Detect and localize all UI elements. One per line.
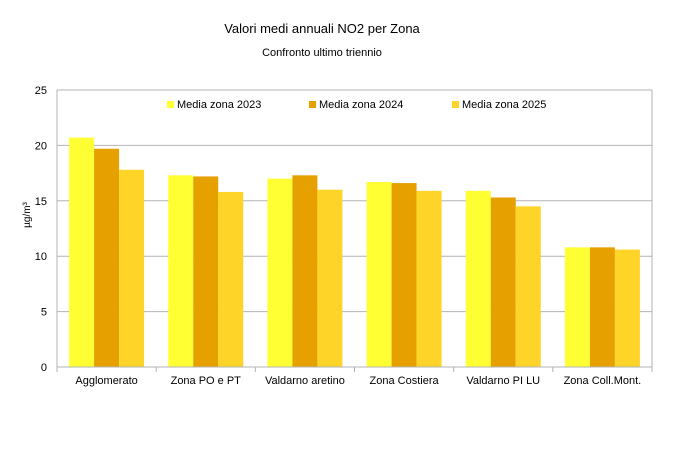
legend-label: Media zona 2024: [319, 99, 403, 111]
x-tick-labels: Agglomerato Zona PO e PT Valdarno aretino Z…: [75, 375, 641, 387]
legend-swatch: [309, 101, 316, 108]
bar: [69, 137, 95, 367]
bar: [317, 189, 343, 367]
bar: [391, 183, 417, 367]
bar: [218, 191, 244, 367]
bar: [193, 176, 219, 367]
y-tick-label: 25: [35, 85, 47, 97]
bar: [564, 247, 590, 367]
x-tick-label: Agglomerato: [75, 375, 137, 387]
y-tick-label: 5: [41, 307, 47, 319]
x-tick-label: Zona PO e PT: [171, 375, 242, 387]
y-tick-label: 15: [35, 196, 47, 208]
bar: [589, 247, 615, 367]
y-tick-label: 0: [41, 362, 47, 374]
bar: [292, 175, 318, 367]
bar: [614, 249, 640, 367]
chart-title: Valori medi annuali NO2 per Zona: [224, 21, 420, 36]
bar: [119, 169, 145, 367]
x-tick-label: Zona Costiera: [370, 375, 440, 387]
legend: Media zona 2023 Media zona 2024 Media zona…: [167, 99, 546, 111]
bar: [515, 206, 541, 367]
bar: [416, 190, 442, 367]
chart-subtitle: Confronto ultimo triennio: [262, 47, 382, 59]
bar: [168, 175, 194, 367]
legend-swatch: [452, 101, 459, 108]
bars: [69, 137, 640, 367]
x-tick-label: Zona Coll.Mont.: [564, 375, 642, 387]
axes: [56, 90, 653, 372]
bar: [490, 197, 516, 367]
legend-swatch: [167, 101, 174, 108]
y-tick-label: 20: [35, 140, 47, 152]
x-tick-label: Valdarno aretino: [265, 375, 345, 387]
bar: [94, 148, 120, 367]
y-tick-labels: 0 5 10 15 20 25: [35, 85, 47, 374]
bar: [465, 190, 491, 367]
bar: [267, 178, 293, 367]
y-axis-label: µg/m³: [22, 201, 33, 227]
gridlines: [57, 89, 652, 368]
bar: [366, 181, 392, 367]
x-tick-label: Valdarno PI LU: [466, 375, 540, 387]
y-tick-label: 10: [35, 251, 47, 263]
legend-label: Media zona 2025: [462, 99, 546, 111]
legend-label: Media zona 2023: [177, 99, 261, 111]
